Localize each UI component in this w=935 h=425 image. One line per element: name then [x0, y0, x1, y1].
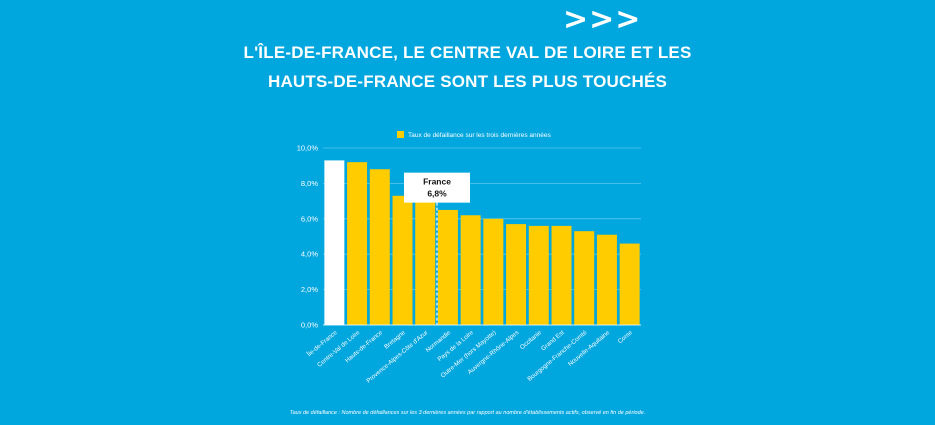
- bar: [324, 160, 345, 325]
- legend-label: Taux de défaillance sur les trois derniè…: [408, 132, 551, 139]
- bar: [483, 218, 504, 325]
- footnote: Taux de défaillance : Nombre de défailla…: [289, 410, 646, 416]
- title-line-2: HAUTS-DE-FRANCE SONT LES PLUS TOUCHÉS: [267, 72, 668, 91]
- bar: [619, 243, 640, 325]
- x-tick-label: Corse: [617, 329, 635, 345]
- y-tick-label: 8,0%: [301, 179, 318, 188]
- legend-swatch: [397, 131, 404, 138]
- x-tick-label: Nouvelle-Aquitaine: [567, 329, 612, 368]
- reference-box: [404, 172, 470, 203]
- bar: [574, 231, 595, 325]
- bar: [596, 234, 617, 325]
- y-tick-label: 0,0%: [301, 321, 318, 330]
- bar: [528, 225, 549, 325]
- y-tick-label: 6,0%: [301, 214, 318, 223]
- chevrons-decoration: >>>: [563, 2, 642, 37]
- bar: [460, 215, 481, 325]
- bar: [551, 225, 572, 325]
- chart-title: L'ÎLE-DE-FRANCE, LE CENTRE VAL DE LOIRE …: [0, 38, 935, 96]
- reference-value-label: 6,8%: [427, 189, 447, 199]
- y-tick-label: 4,0%: [301, 250, 318, 259]
- bar: [506, 224, 527, 325]
- y-tick-label: 10,0%: [297, 144, 319, 153]
- bar: [369, 169, 390, 325]
- bar: [392, 195, 413, 325]
- reference-label: France: [423, 177, 451, 187]
- bar: [415, 199, 436, 325]
- bar: [347, 162, 368, 325]
- y-tick-label: 2,0%: [301, 285, 318, 294]
- bar: [437, 209, 458, 325]
- title-line-1: L'ÎLE-DE-FRANCE, LE CENTRE VAL DE LOIRE …: [243, 43, 692, 62]
